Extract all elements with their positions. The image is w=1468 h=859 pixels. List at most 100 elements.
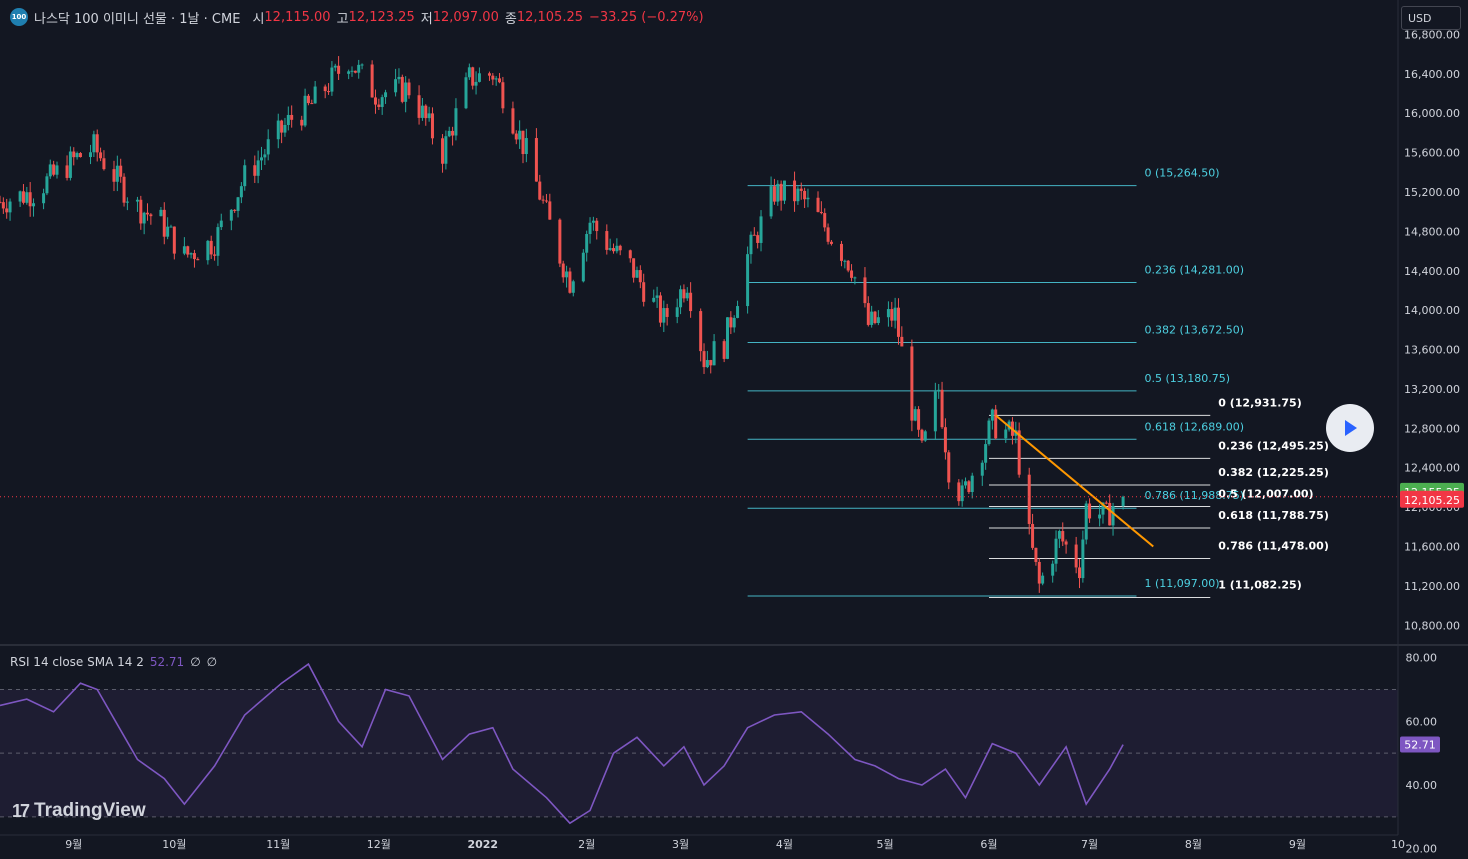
candle-body[interactable] [635, 270, 639, 278]
candle-body[interactable] [135, 199, 139, 202]
candle-body[interactable] [216, 227, 220, 256]
candle-body[interactable] [806, 197, 810, 200]
candle-body[interactable] [829, 241, 833, 244]
candle-body[interactable] [876, 317, 880, 324]
candle-body[interactable] [1108, 502, 1112, 526]
candle-body[interactable] [605, 231, 609, 250]
candle-body[interactable] [290, 114, 294, 120]
candle-body[interactable] [796, 188, 800, 202]
candle-body[interactable] [524, 138, 528, 155]
candle-body[interactable] [816, 197, 820, 212]
candle-body[interactable] [1121, 496, 1125, 507]
candle-body[interactable] [725, 317, 729, 359]
candle-body[interactable] [1057, 531, 1061, 539]
candle-body[interactable] [514, 133, 518, 140]
candle-body[interactable] [561, 263, 565, 278]
candle-body[interactable] [407, 82, 411, 96]
candle-body[interactable] [655, 295, 659, 298]
candle-body[interactable] [323, 86, 327, 92]
candle-body[interactable] [474, 81, 478, 86]
symbol-badge[interactable]: 100 [10, 8, 28, 26]
candle-body[interactable] [591, 220, 595, 223]
candle-body[interactable] [196, 259, 200, 261]
candle-body[interactable] [964, 481, 968, 486]
candle-body[interactable] [541, 199, 545, 201]
candle-body[interactable] [712, 341, 716, 366]
candle-body[interactable] [870, 311, 874, 325]
candle-body[interactable] [159, 209, 163, 217]
candle-body[interactable] [970, 475, 974, 492]
candle-body[interactable] [682, 289, 686, 299]
candle-body[interactable] [146, 212, 150, 215]
candle-body[interactable] [689, 292, 693, 312]
candle-body[interactable] [1074, 544, 1078, 568]
candle-body[interactable] [464, 77, 468, 109]
candle-body[interactable] [182, 246, 186, 254]
candle-body[interactable] [357, 64, 361, 73]
candle-body[interactable] [1031, 523, 1035, 548]
candle-body[interactable] [21, 191, 25, 203]
candle-body[interactable] [471, 67, 475, 86]
candle-body[interactable] [303, 95, 307, 126]
candle-body[interactable] [987, 420, 991, 445]
candle-body[interactable] [538, 181, 542, 200]
candle-body[interactable] [491, 75, 495, 80]
candle-body[interactable] [313, 86, 317, 104]
candle-body[interactable] [213, 254, 217, 256]
candle-body[interactable] [923, 431, 927, 441]
currency-selector[interactable]: USD [1401, 6, 1461, 30]
candle-body[interactable] [729, 317, 733, 328]
candle-body[interactable] [253, 165, 257, 176]
candle-body[interactable] [427, 113, 431, 119]
candle-body[interactable] [793, 180, 797, 202]
candle-body[interactable] [558, 219, 562, 264]
candle-body[interactable] [52, 164, 56, 175]
candle-body[interactable] [638, 270, 642, 283]
candle-body[interactable] [122, 176, 126, 203]
candle-body[interactable] [585, 233, 589, 253]
candle-body[interactable] [477, 73, 481, 82]
candle-body[interactable] [280, 120, 284, 133]
candle-body[interactable] [588, 222, 592, 234]
candle-body[interactable] [846, 260, 850, 271]
candle-body[interactable] [236, 197, 240, 211]
candle-body[interactable] [1104, 502, 1108, 504]
candle-body[interactable] [752, 234, 756, 236]
candle-body[interactable] [873, 311, 877, 324]
candle-body[interactable] [92, 134, 96, 153]
candle-body[interactable] [112, 169, 116, 182]
candle-body[interactable] [769, 186, 773, 217]
candle-body[interactable] [595, 220, 599, 232]
candle-body[interactable] [25, 192, 29, 203]
candle-body[interactable] [990, 409, 994, 421]
candle-body[interactable] [259, 157, 263, 161]
candle-body[interactable] [776, 183, 780, 202]
candle-body[interactable] [42, 193, 46, 204]
candle-body[interactable] [370, 64, 374, 98]
candle-body[interactable] [394, 79, 398, 93]
candle-body[interactable] [256, 160, 260, 176]
candle-body[interactable] [115, 165, 119, 182]
candle-body[interactable] [209, 240, 213, 255]
candle-body[interactable] [612, 248, 616, 252]
candle-body[interactable] [850, 270, 854, 278]
candle-body[interactable] [722, 341, 726, 359]
price-tag-red[interactable] [1400, 490, 1464, 508]
candle-body[interactable] [772, 186, 776, 202]
candle-body[interactable] [286, 114, 290, 125]
candle-body[interactable] [0, 201, 2, 203]
candle-body[interactable] [169, 226, 173, 228]
candle-body[interactable] [1034, 547, 1038, 562]
candle-body[interactable] [893, 307, 897, 321]
play-button[interactable] [1326, 404, 1374, 452]
candle-body[interactable] [1078, 567, 1082, 579]
candle-body[interactable] [380, 97, 384, 107]
candle-body[interactable] [186, 246, 190, 255]
candle-body[interactable] [78, 153, 82, 158]
candle-body[interactable] [283, 124, 287, 133]
candle-body[interactable] [1088, 503, 1092, 519]
candle-body[interactable] [219, 220, 223, 228]
candle-body[interactable] [162, 209, 166, 237]
